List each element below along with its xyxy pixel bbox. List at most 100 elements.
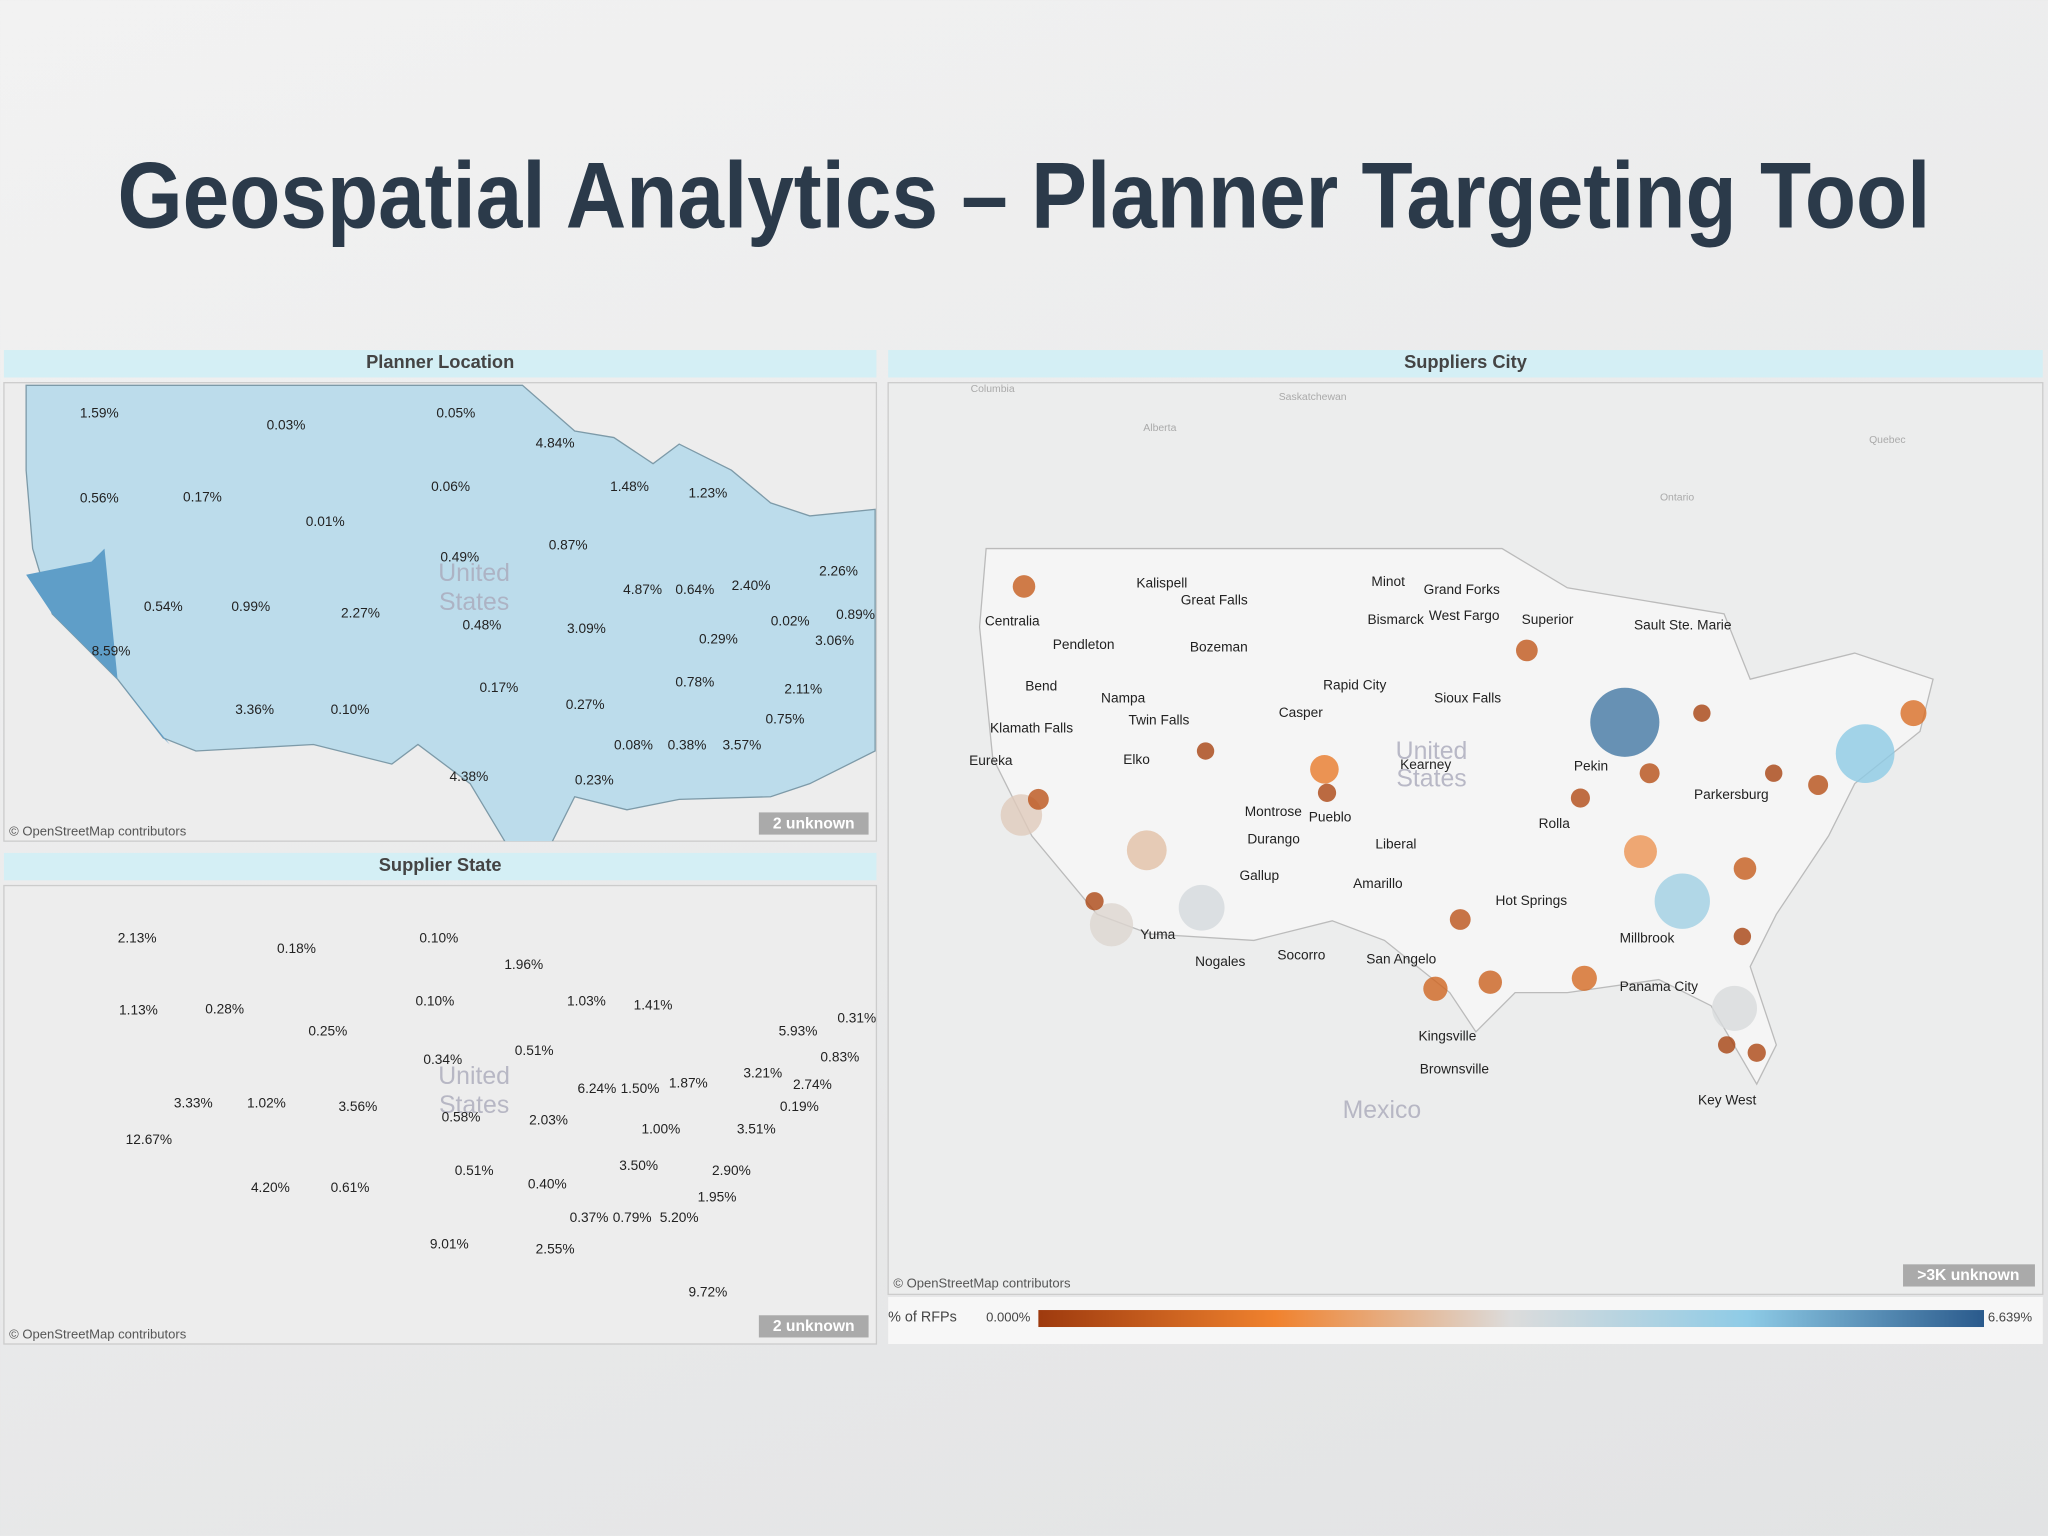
panel-header: Suppliers City	[1404, 351, 1528, 372]
state-label: 3.21%	[743, 1065, 782, 1080]
state-label: 2.27%	[341, 606, 380, 621]
city-label: Pueblo	[1309, 809, 1352, 824]
city-label: Panama City	[1620, 979, 1699, 994]
state-label: 0.37%	[570, 1210, 609, 1225]
city-label: Liberal	[1375, 837, 1416, 852]
state-label: 0.18%	[277, 941, 316, 956]
city-label: Yuma	[1140, 927, 1175, 942]
city-bubble	[1012, 575, 1036, 598]
unknown-badge[interactable]	[758, 812, 869, 835]
city-bubble	[1639, 763, 1660, 784]
unknown-badge[interactable]	[1903, 1264, 2035, 1287]
city-label: Durango	[1247, 831, 1300, 846]
state-label: 0.10%	[419, 931, 458, 946]
state-label: 2.90%	[712, 1163, 751, 1178]
city-label: Twin Falls	[1128, 713, 1189, 728]
city-label: Eureka	[969, 753, 1013, 768]
state-label: 0.34%	[423, 1052, 462, 1067]
region-label: Alberta	[1143, 423, 1176, 434]
state-label: 8.59%	[92, 643, 131, 658]
city-bubble	[1089, 903, 1134, 947]
watermark: States	[439, 589, 509, 616]
unknown-count[interactable]: 2 unknown	[773, 1318, 855, 1335]
state-label: 0.10%	[416, 993, 455, 1008]
state-label: 2.03%	[529, 1112, 568, 1127]
state-label: 0.75%	[766, 711, 805, 726]
header-bar	[888, 350, 2043, 378]
city-label: Superior	[1522, 612, 1574, 627]
state-label: 4.38%	[449, 769, 488, 784]
state-label: 0.48%	[463, 617, 502, 632]
region-label: Quebec	[1869, 435, 1906, 446]
header-bar	[3, 350, 877, 378]
city-bubble	[1478, 970, 1503, 994]
state-label: 0.79%	[613, 1210, 652, 1225]
city-bubble	[1717, 1036, 1736, 1054]
state-label: 0.17%	[183, 489, 222, 504]
city-label: Grand Forks	[1424, 582, 1500, 597]
state-label: 0.49%	[440, 549, 479, 564]
watermark: United	[438, 1063, 510, 1090]
state-label: 5.93%	[779, 1023, 818, 1038]
state-label: 2.11%	[784, 681, 822, 696]
city-bubble	[1317, 783, 1337, 802]
state-label: 0.08%	[614, 737, 653, 752]
panel-header: Supplier State	[379, 854, 502, 875]
attribution: © OpenStreetMap contributors	[893, 1275, 1071, 1290]
city-label: Montrose	[1245, 804, 1302, 819]
state-label: 2.55%	[536, 1242, 575, 1257]
country-label: Mexico	[1343, 1097, 1422, 1124]
attribution: © OpenStreetMap contributors	[9, 823, 187, 838]
state-label: 2.13%	[118, 931, 157, 946]
city-label: Klamath Falls	[990, 720, 1073, 735]
state-label: 0.06%	[431, 479, 470, 494]
panel-header: Planner Location	[366, 351, 514, 372]
city-label: Brownsville	[1420, 1061, 1490, 1076]
state-label: 3.57%	[722, 737, 761, 752]
city-label: Elko	[1123, 752, 1150, 767]
city-label: Pekin	[1574, 758, 1608, 773]
slide-title: Geospatial Analytics – Planner Targeting…	[118, 142, 1931, 247]
city-bubble	[1310, 755, 1339, 784]
state-label: 0.51%	[455, 1163, 494, 1178]
unknown-badge[interactable]	[758, 1315, 869, 1338]
state-label: 4.87%	[623, 582, 662, 597]
legend-title: % of RFPs	[888, 1310, 957, 1326]
legend-max: 6.639%	[1988, 1309, 2033, 1324]
unknown-count[interactable]: >3K unknown	[1917, 1267, 2019, 1284]
state-label: 3.56%	[338, 1099, 377, 1114]
city-bubble	[1693, 704, 1711, 722]
city-bubble	[1027, 788, 1049, 810]
city-label: San Angelo	[1366, 952, 1436, 967]
city-bubble	[1571, 965, 1597, 991]
state-label: 4.84%	[536, 436, 575, 451]
city-bubble	[1590, 687, 1660, 757]
state-label: 0.23%	[575, 773, 614, 788]
watermark: States	[439, 1092, 509, 1119]
city-label: Kalispell	[1136, 575, 1187, 590]
state-label: 0.02%	[771, 613, 810, 628]
state-label: 2.74%	[793, 1077, 832, 1092]
state-label: 3.06%	[815, 633, 854, 648]
city-bubble	[1085, 892, 1104, 911]
panel-bg	[3, 884, 878, 1345]
city-label: Great Falls	[1181, 592, 1248, 607]
state-label: 9.72%	[688, 1285, 727, 1300]
state-label: 12.67%	[126, 1132, 172, 1147]
city-bubble	[1178, 884, 1225, 931]
state-label: 1.02%	[247, 1095, 286, 1110]
state-label: 2.40%	[732, 578, 771, 593]
state-label: 0.03%	[267, 417, 306, 432]
city-label: Rapid City	[1323, 677, 1386, 692]
state-label: 1.48%	[610, 479, 649, 494]
city-label: Bismarck	[1368, 612, 1424, 627]
city-bubble	[1712, 985, 1758, 1031]
city-bubble	[1570, 788, 1590, 808]
state-label: 0.61%	[331, 1180, 370, 1195]
city-label: Millbrook	[1620, 931, 1675, 946]
city-label: Amarillo	[1353, 876, 1403, 891]
city-label: Sault Ste. Marie	[1634, 617, 1732, 632]
city-label: Kingsville	[1418, 1029, 1476, 1044]
unknown-count[interactable]: 2 unknown	[773, 815, 855, 832]
